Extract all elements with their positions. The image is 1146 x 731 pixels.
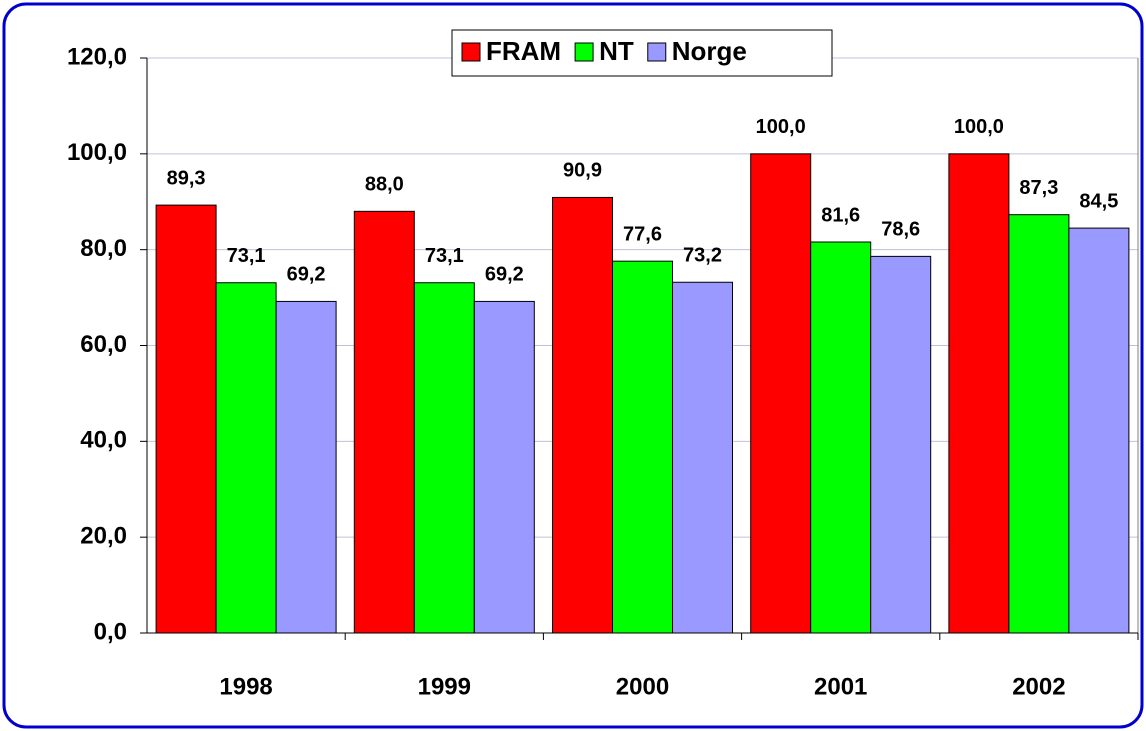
bar — [413, 282, 475, 634]
y-tick-label: 40,0 — [80, 427, 127, 454]
y-tick-label: 100,0 — [67, 139, 127, 166]
bar — [215, 282, 277, 634]
bar — [473, 300, 535, 634]
value-label: 100,0 — [756, 116, 806, 138]
bar — [155, 204, 217, 634]
legend-label: FRAM — [486, 36, 561, 66]
x-tick-label: 2001 — [814, 673, 867, 700]
bar — [870, 255, 932, 634]
bar — [612, 260, 673, 634]
bar — [810, 241, 872, 634]
value-label: 73,1 — [425, 245, 464, 267]
x-tick-label: 1998 — [219, 673, 272, 700]
x-tick-label: 2000 — [616, 673, 669, 700]
legend-box — [451, 29, 833, 77]
bar — [750, 153, 812, 634]
y-tick-label: 120,0 — [67, 43, 127, 70]
value-label: 69,2 — [287, 264, 326, 286]
y-tick-label: 60,0 — [80, 331, 127, 358]
legend-label: NT — [599, 36, 634, 66]
bar — [552, 196, 613, 634]
bar — [948, 153, 1010, 634]
value-label: 87,3 — [1019, 177, 1058, 199]
bar — [275, 300, 337, 634]
bar — [353, 210, 415, 634]
legend-swatch — [461, 42, 481, 62]
value-label: 77,6 — [623, 223, 662, 245]
value-label: 88,0 — [365, 174, 404, 196]
y-tick-label: 0,0 — [94, 618, 127, 645]
value-label: 73,1 — [227, 245, 266, 267]
bar — [672, 281, 733, 634]
value-label: 84,5 — [1079, 190, 1118, 212]
value-label: 81,6 — [821, 204, 860, 226]
legend-swatch — [574, 42, 594, 62]
y-tick-label: 80,0 — [80, 235, 127, 262]
x-tick-label: 1999 — [418, 673, 471, 700]
value-label: 90,9 — [563, 160, 602, 182]
legend-swatch — [647, 42, 667, 62]
value-label: 69,2 — [485, 264, 524, 286]
value-label: 73,2 — [683, 245, 722, 267]
value-label: 89,3 — [167, 167, 206, 189]
value-label: 100,0 — [954, 116, 1004, 138]
bar — [1068, 227, 1130, 634]
y-tick-label: 20,0 — [80, 523, 127, 550]
value-label: 78,6 — [881, 219, 920, 241]
bar — [1008, 214, 1070, 634]
x-tick-label: 2002 — [1012, 673, 1065, 700]
legend-label: Norge — [672, 36, 747, 66]
